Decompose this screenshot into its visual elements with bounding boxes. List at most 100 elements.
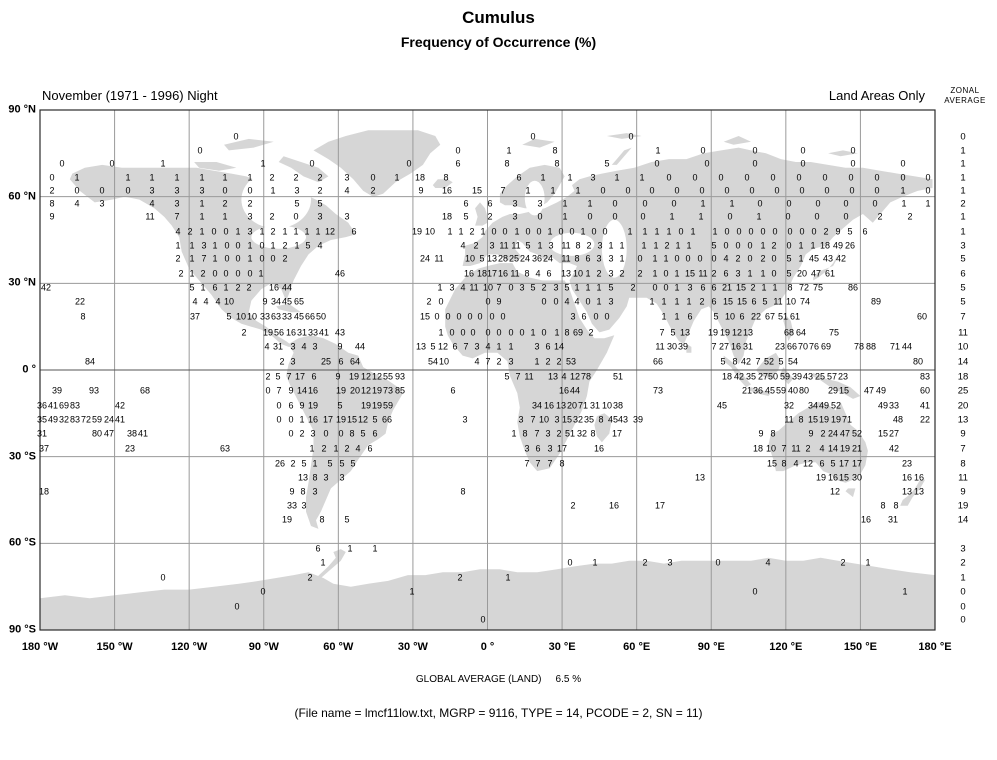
grid-value: 3 (608, 268, 614, 279)
zonal-average-value: 0 (960, 601, 966, 613)
grid-value: 41 (919, 400, 931, 411)
grid-value: 0 (752, 145, 758, 156)
grid-value: 18 (414, 172, 426, 183)
grid-value: 0 (541, 296, 547, 307)
grid-value: 16 (593, 443, 605, 454)
grid-value: 1 (669, 211, 675, 222)
grid-value: 11 (469, 282, 479, 293)
grid-value: 44 (281, 282, 293, 293)
grid-value: 0 (796, 172, 802, 183)
grid-value: 45 (607, 414, 619, 425)
grid-value: 84 (84, 356, 96, 367)
grid-value: 39 (677, 341, 689, 352)
grid-value: 0 (224, 240, 230, 251)
grid-value: 0 (259, 253, 265, 264)
grid-value: 1 (222, 211, 228, 222)
grid-value: 1 (258, 268, 264, 279)
grid-value: 0 (600, 185, 606, 196)
grid-value: 60 (919, 385, 931, 396)
grid-value: 19 (335, 385, 347, 396)
grid-value: 5 (301, 458, 307, 469)
grid-value: 0 (744, 172, 750, 183)
grid-value: 0 (774, 185, 780, 196)
grid-value: 15 (736, 296, 748, 307)
grid-value: 6 (288, 400, 294, 411)
grid-value: 32 (783, 400, 795, 411)
grid-value: 1 (562, 211, 568, 222)
grid-value: 8 (598, 414, 604, 425)
grid-value: 5 (670, 327, 676, 338)
grid-value: 1 (212, 253, 218, 264)
grid-value: 1 (480, 226, 486, 237)
grid-value: 7 (500, 185, 506, 196)
grid-value: 0 (925, 185, 931, 196)
grid-value: 41 (47, 400, 59, 411)
grid-value: 0 (724, 226, 730, 237)
grid-value: 85 (394, 385, 406, 396)
grid-value: 1 (282, 226, 288, 237)
grid-value: 2 (469, 226, 475, 237)
grid-value: 0 (850, 145, 856, 156)
grid-value: 1 (627, 226, 633, 237)
grid-value: 6 (311, 371, 317, 382)
lat-tick-label: 30 °S (8, 450, 36, 463)
grid-value: 17 (556, 443, 568, 454)
grid-value: 6 (351, 226, 357, 237)
grid-value: 4 (564, 296, 570, 307)
grid-value: 27 (718, 341, 730, 352)
grid-value: 0 (99, 185, 105, 196)
lon-tick-label: 90 °W (248, 641, 279, 653)
grid-value: 6 (487, 198, 493, 209)
grid-value: 3 (323, 472, 329, 483)
grid-value: 0 (872, 198, 878, 209)
grid-value: 5 (350, 458, 356, 469)
grid-value: 33 (259, 311, 271, 322)
grid-value: 8 (49, 198, 55, 209)
grid-value: 56 (273, 327, 285, 338)
grid-value: 7 (496, 282, 502, 293)
grid-value: 19 (719, 327, 731, 338)
grid-value: 2 (247, 198, 253, 209)
grid-value: 0 (752, 586, 758, 597)
grid-value: 7 (276, 385, 282, 396)
grid-value: 1 (125, 172, 131, 183)
grid-value: 9 (49, 211, 55, 222)
grid-value: 5 (786, 253, 792, 264)
grid-value: 19 (411, 226, 423, 237)
grid-value: 6 (367, 443, 373, 454)
grid-value: 52 (851, 428, 863, 439)
grid-value: 8 (732, 356, 738, 367)
grid-value: 1 (760, 240, 766, 251)
grid-value: 7 (659, 327, 665, 338)
grid-value: 49 (832, 240, 844, 251)
grid-value: 19 (335, 414, 347, 425)
grid-value: 9 (758, 428, 764, 439)
grid-value: 14 (827, 443, 839, 454)
grid-value: 11 (698, 268, 708, 279)
grid-value: 0 (477, 311, 483, 322)
grid-value: 3 (512, 198, 518, 209)
grid-value: 1 (756, 211, 762, 222)
grid-value: 5 (430, 341, 436, 352)
grid-value: 16 (730, 341, 742, 352)
grid-value: 39 (791, 371, 803, 382)
grid-value: 48 (892, 414, 904, 425)
grid-value: 2 (750, 282, 756, 293)
grid-value: 1 (729, 198, 735, 209)
zonal-header-line1: ZONAL (950, 86, 980, 95)
grid-value: 1 (458, 226, 464, 237)
grid-value: 41 (318, 327, 330, 338)
grid-value: 9 (418, 185, 424, 196)
grid-value: 45 (281, 296, 293, 307)
grid-value: 1 (394, 172, 400, 183)
grid-value: 1 (580, 226, 586, 237)
grid-value: 71 (577, 400, 589, 411)
zonal-average-value: 19 (957, 500, 969, 512)
grid-value: 3 (590, 172, 596, 183)
grid-value: 63 (270, 311, 282, 322)
grid-value: 0 (822, 172, 828, 183)
grid-value: 7 (535, 458, 541, 469)
grid-value: 5 (344, 514, 350, 525)
grid-value: 4 (485, 341, 491, 352)
grid-value: 8 (575, 240, 581, 251)
